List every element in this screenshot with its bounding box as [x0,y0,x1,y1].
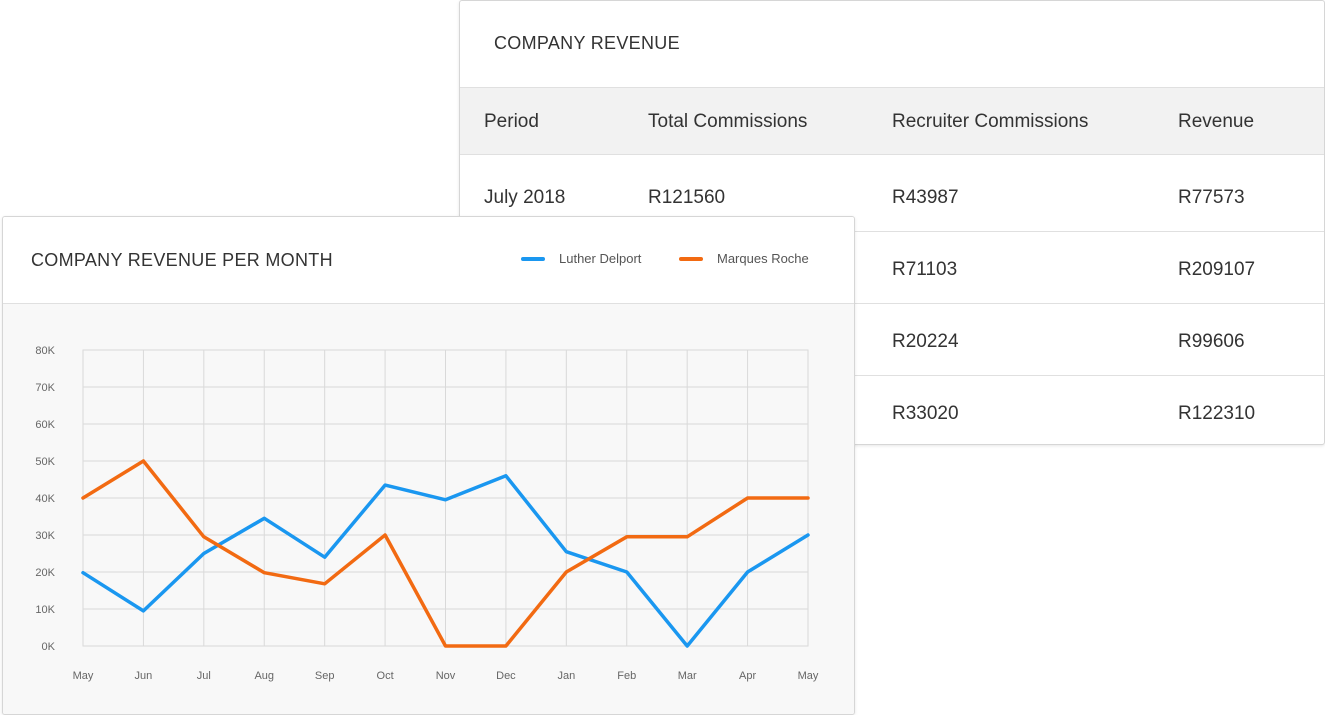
x-tick-label: Oct [377,670,394,682]
x-tick-label: Jul [197,670,211,682]
x-tick-label: Mar [678,670,697,682]
x-tick-label: May [73,670,94,682]
table-header-row: Period Total Commissions Recruiter Commi… [460,87,1324,155]
legend-swatch [521,256,545,261]
cell-total-commissions: R121560 [648,187,726,208]
legend-item-luther-delport[interactable]: Luther Delport [521,251,641,266]
series-line-marques-roche [81,459,810,648]
cell-revenue: R122310 [1178,403,1256,424]
chart-title: COMPANY REVENUE PER MONTH [31,250,333,270]
x-tick-label: Sep [315,670,335,682]
x-tick-label: Dec [496,670,516,682]
cell-revenue: R77573 [1178,187,1245,208]
x-tick-label: Jan [557,670,575,682]
y-tick-label: 30K [35,530,55,542]
y-tick-label: 40K [35,493,55,505]
legend-label: Marques Roche [717,251,809,266]
legend-label: Luther Delport [559,251,642,266]
x-tick-label: Apr [739,670,756,682]
chart-header: COMPANY REVENUE PER MONTH Luther Delport… [3,217,854,304]
column-header-revenue: Revenue [1178,111,1255,132]
series-line-luther-delport [81,474,810,648]
legend-swatch [679,256,703,261]
cell-revenue: R99606 [1178,331,1245,352]
cell-period: July 2018 [484,187,566,208]
x-tick-label: Nov [436,670,456,682]
x-tick-label: May [798,670,819,682]
column-header-recruiter-commissions: Recruiter Commissions [892,111,1089,132]
y-tick-label: 20K [35,567,55,579]
y-tick-label: 0K [42,641,56,653]
company-revenue-title: COMPANY REVENUE [494,33,680,53]
column-header-period: Period [484,111,539,132]
x-tick-label: Jun [135,670,153,682]
y-tick-label: 80K [35,345,55,357]
cell-recruiter-commissions: R71103 [892,259,958,280]
table-row: R20224 R99606 [460,304,1324,376]
cell-recruiter-commissions: R43987 [892,187,959,208]
revenue-chart-card: COMPANY REVENUE PER MONTH Luther Delport… [2,216,855,715]
column-header-total-commissions: Total Commissions [648,111,808,132]
cell-revenue: R209107 [1178,259,1256,280]
y-tick-label: 70K [35,382,55,394]
legend-item-marques-roche[interactable]: Marques Roche [679,251,809,266]
x-tick-label: Feb [617,670,636,682]
cell-recruiter-commissions: R33020 [892,403,959,424]
x-tick-label: Aug [254,670,274,682]
y-tick-label: 50K [35,456,55,468]
cell-recruiter-commissions: R20224 [892,331,959,352]
table-row: July 2018 R121560 R43987 R77573 [460,160,1324,232]
line-chart: 0K 10K 20K 30K 40K 50K 60K 70K 80K May Jun Jul Aug Se… [35,345,819,682]
y-tick-label: 10K [35,604,55,616]
table-row: R71103 R209107 [460,232,1324,304]
y-tick-label: 60K [35,419,55,431]
table-row: R33020 R122310 [460,376,1324,444]
